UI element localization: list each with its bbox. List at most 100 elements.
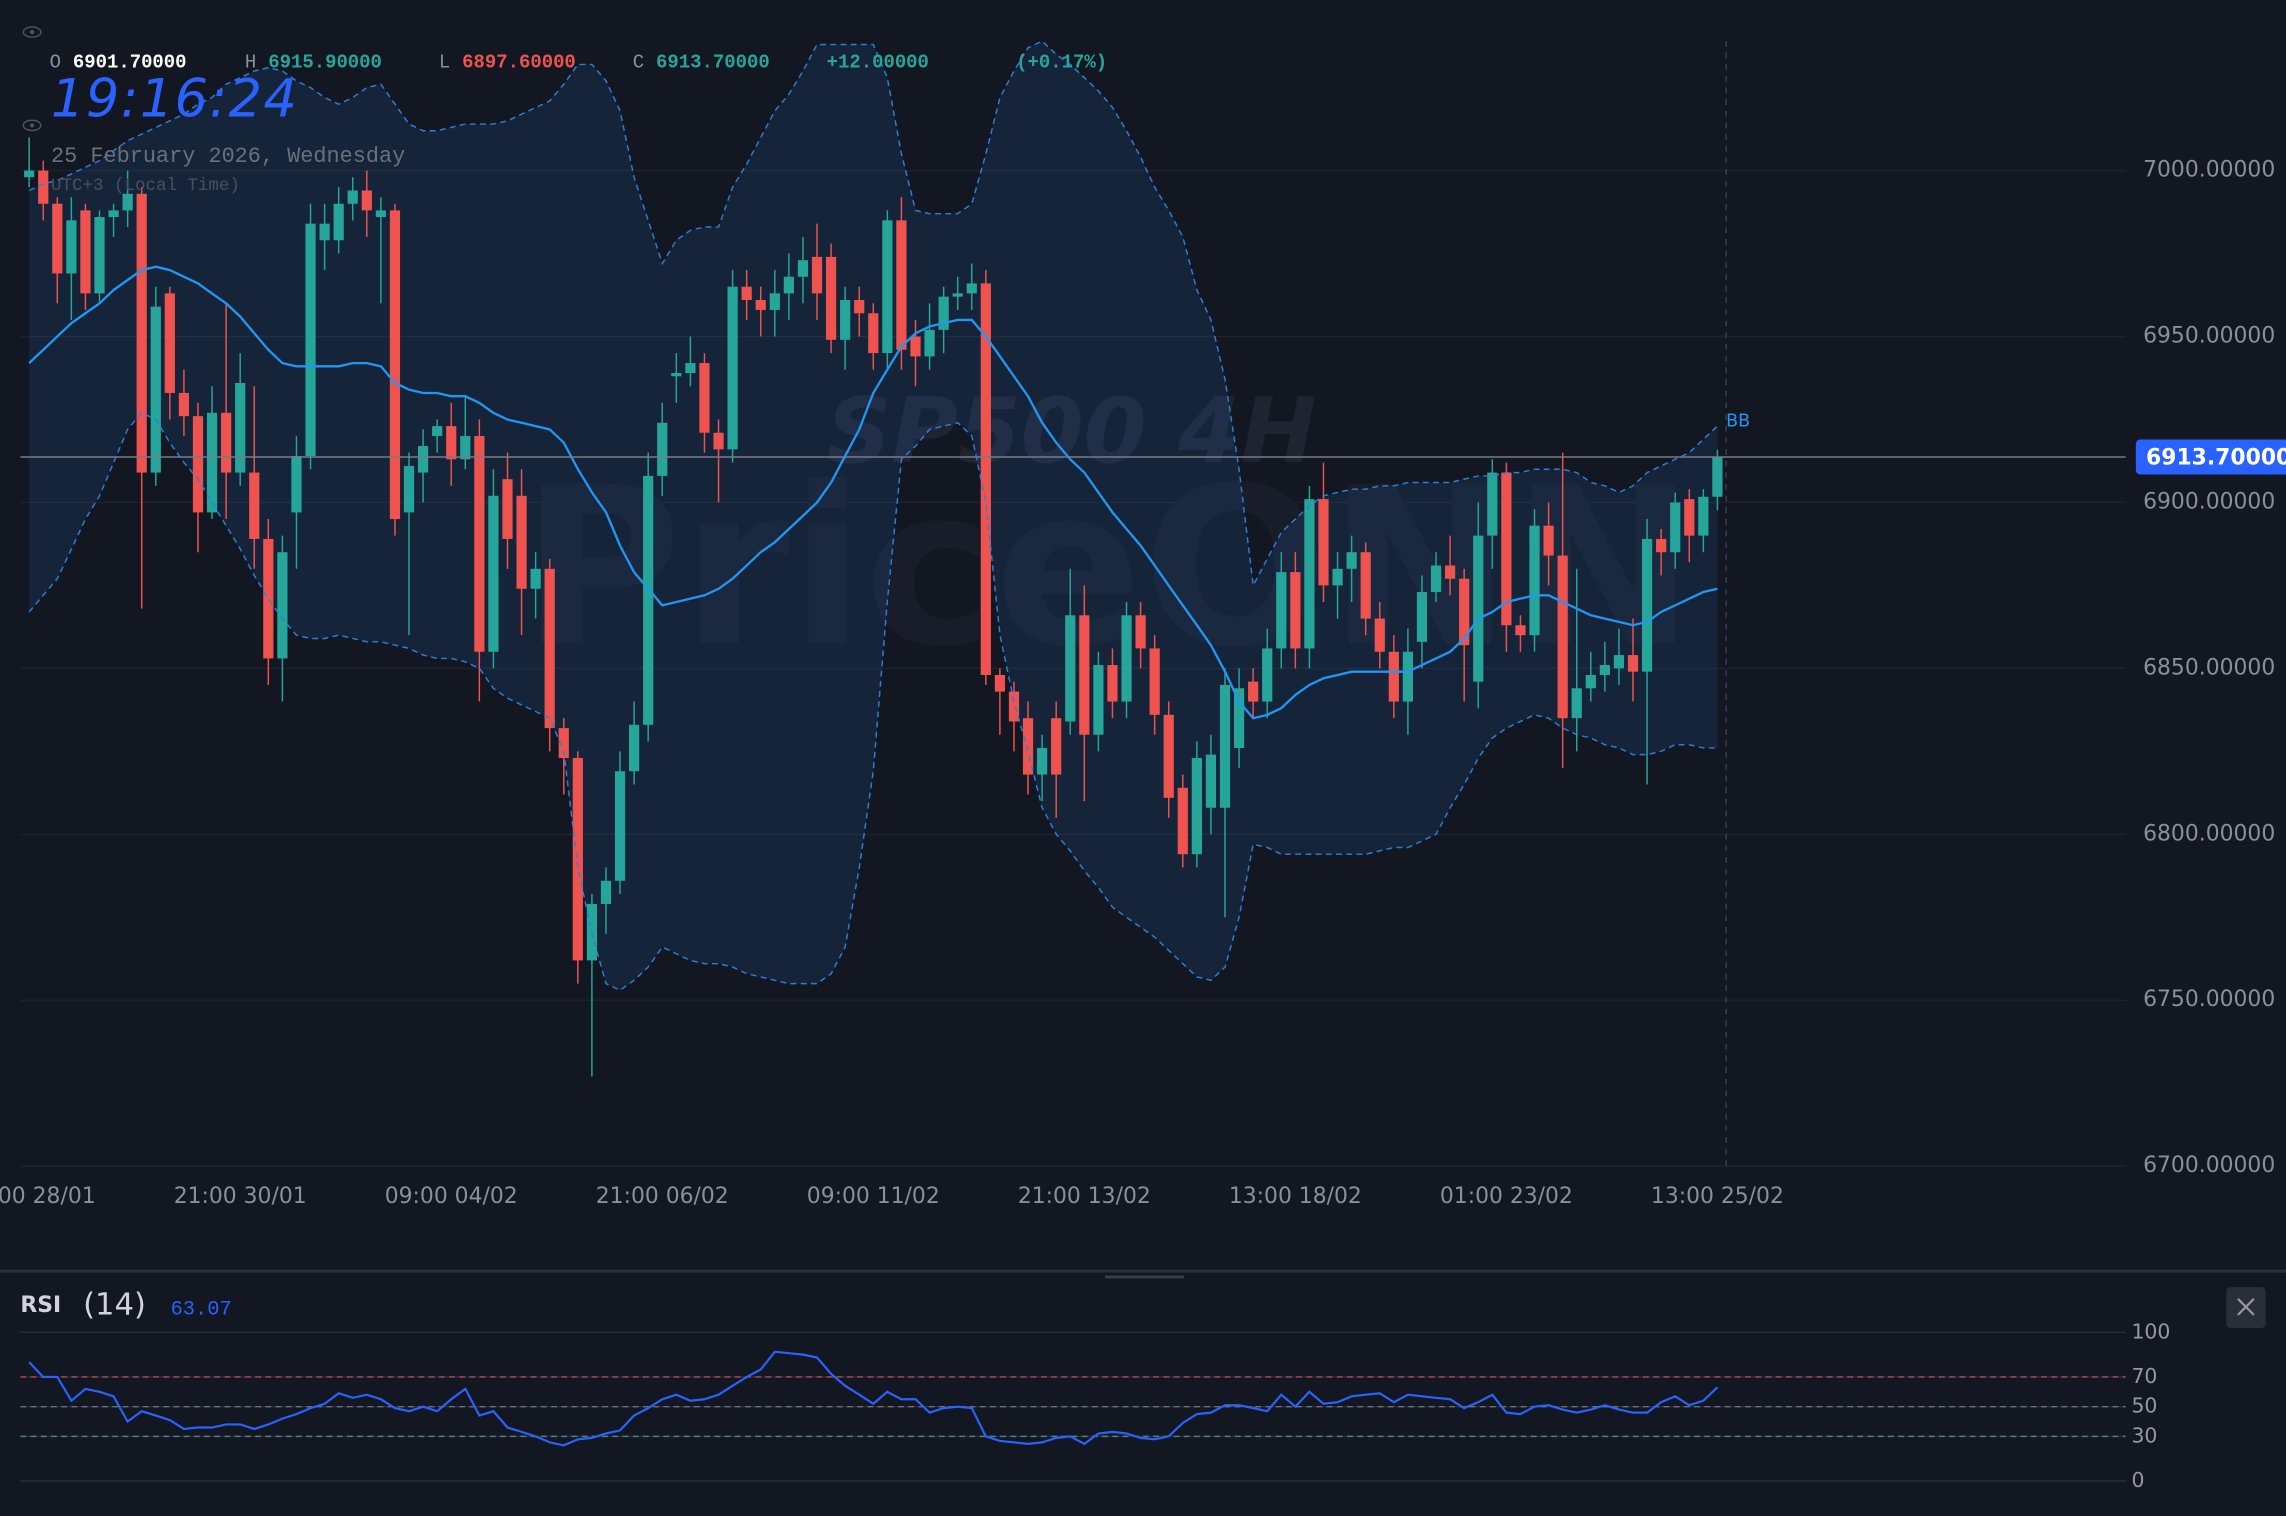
y-tick-label: 6850.00000 xyxy=(2143,655,2275,680)
y-tick-label: 70 xyxy=(2131,1364,2157,1388)
legend-key: L xyxy=(439,52,450,74)
x-tick-label: 21:00 30/01 xyxy=(174,1184,307,1209)
candle-body xyxy=(727,286,738,450)
x-tick-label: 13:00 25/02 xyxy=(1651,1184,1784,1209)
x-tick-label: 09:00 11/02 xyxy=(807,1184,940,1209)
candle-body xyxy=(671,373,682,377)
candle-body xyxy=(305,223,316,456)
candle-body xyxy=(1670,502,1681,553)
candle-body xyxy=(221,412,232,473)
candle-body xyxy=(1149,648,1160,715)
candle-body xyxy=(460,436,471,460)
candle-body xyxy=(1641,538,1653,672)
rsi-line xyxy=(28,1350,1719,1447)
candle-body xyxy=(277,552,288,659)
candle-body xyxy=(868,313,879,354)
candle-body xyxy=(417,446,429,473)
candle-body xyxy=(1473,535,1484,682)
candle-body xyxy=(249,472,260,539)
price-tag xyxy=(2135,439,2286,475)
candle-body xyxy=(389,210,401,520)
candle-body xyxy=(178,392,190,417)
y-tick-label: 6700.00000 xyxy=(2143,1153,2275,1178)
candle-body xyxy=(291,455,302,513)
candle-body xyxy=(783,276,794,294)
candle-body xyxy=(1051,718,1062,775)
visibility-icon xyxy=(22,26,42,38)
y-tick-label: 6950.00000 xyxy=(2143,324,2275,349)
candle-body xyxy=(1374,618,1385,652)
y-tick-label: 50 xyxy=(2131,1394,2157,1418)
candle-body xyxy=(1698,496,1709,536)
candle-body xyxy=(1304,499,1315,649)
candle-body xyxy=(1627,655,1639,672)
candle-body xyxy=(1065,615,1076,722)
candle-body xyxy=(1529,525,1540,636)
rsi-title: RSI xyxy=(20,1293,61,1318)
candle-body xyxy=(38,170,49,204)
candle-body xyxy=(1571,688,1582,719)
candle-body xyxy=(769,293,780,310)
close-button-icon xyxy=(2237,1298,2255,1316)
candle-body xyxy=(488,495,499,652)
candle-body xyxy=(952,293,963,297)
candle-body xyxy=(1543,525,1554,556)
candle-body xyxy=(1712,456,1723,497)
y-tick-label: 6800.00000 xyxy=(2143,821,2275,846)
visibility-icon-pupil xyxy=(29,29,35,35)
candle-body xyxy=(938,296,949,330)
candle-body xyxy=(1684,499,1695,536)
candle-body xyxy=(685,363,696,374)
candle-body xyxy=(1360,552,1371,619)
visibility-icon-pupil xyxy=(29,123,35,128)
candle-body xyxy=(643,475,654,725)
candle-body xyxy=(1205,754,1217,808)
candle-body xyxy=(1402,651,1414,702)
candle-body xyxy=(1585,675,1596,689)
candle-body xyxy=(854,300,865,314)
band-middle xyxy=(28,265,1718,720)
y-tick-label: 0 xyxy=(2131,1468,2144,1492)
candle-body xyxy=(1163,714,1174,798)
candle-body xyxy=(66,220,77,274)
candle-body xyxy=(614,771,626,881)
candle-body xyxy=(1233,688,1245,749)
candle-body xyxy=(600,880,612,904)
price-tag-label: 6913.70000 xyxy=(2146,445,2286,470)
legend-value: 6901.70000 xyxy=(73,52,187,74)
candle-body xyxy=(1430,565,1442,593)
visibility-icon xyxy=(22,119,42,132)
candle-body xyxy=(1388,651,1399,702)
candle-body xyxy=(1219,684,1231,808)
candle-body xyxy=(361,190,372,211)
candle-body xyxy=(1318,499,1329,586)
candle-body xyxy=(52,203,63,274)
candle-body xyxy=(1037,748,1048,775)
date: 25 February 2026, Wednesday xyxy=(51,144,405,169)
legend-value: (+0.17%) xyxy=(1016,52,1107,74)
candle-body xyxy=(80,210,91,294)
candle-body xyxy=(333,203,344,241)
band-label: BB xyxy=(1726,412,1750,432)
candle-body xyxy=(1501,472,1512,626)
close-button[interactable] xyxy=(2226,1287,2266,1328)
candle-body xyxy=(1515,625,1526,636)
candle-body xyxy=(1121,615,1132,702)
candle-body xyxy=(1613,655,1625,669)
timezone: UTC+3 (Local Time) xyxy=(51,176,240,196)
candle-body xyxy=(1487,472,1498,536)
candle-body xyxy=(910,336,921,357)
candle-body xyxy=(403,465,415,513)
candle-body xyxy=(1022,718,1034,775)
candle-body xyxy=(192,416,204,513)
candle-body xyxy=(446,426,457,460)
candle-body xyxy=(474,436,485,652)
candle-body xyxy=(263,538,274,659)
band-upper xyxy=(28,40,1718,588)
legend-value: 6915.90000 xyxy=(268,52,382,74)
candle-body xyxy=(319,223,330,241)
candle-body xyxy=(502,479,513,539)
candle-body xyxy=(896,220,907,350)
